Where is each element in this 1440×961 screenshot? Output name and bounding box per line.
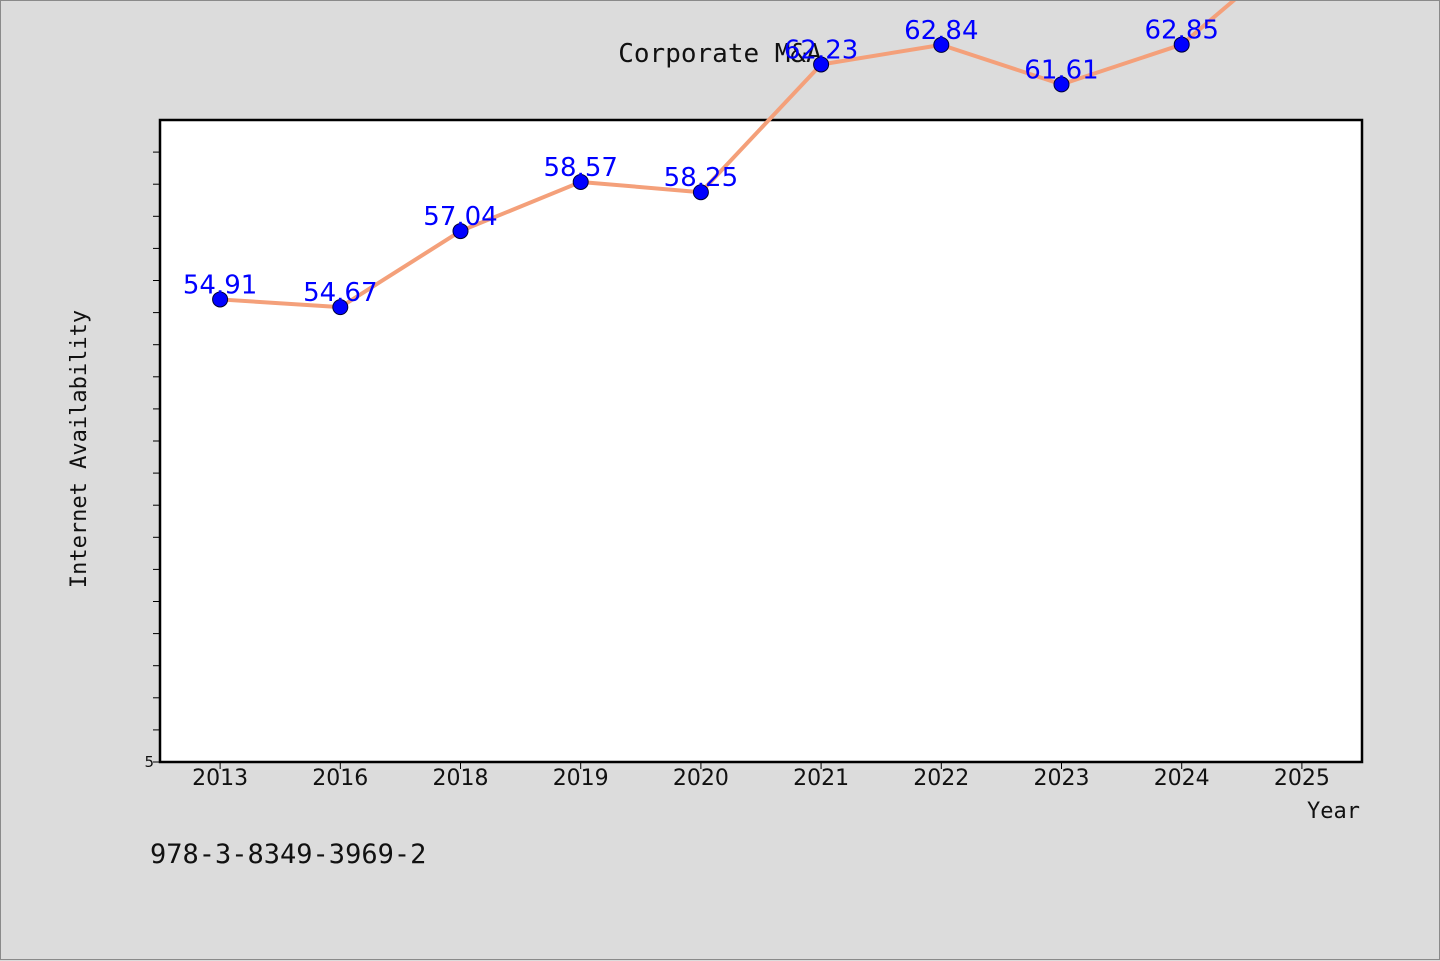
data-label: 58.57 bbox=[543, 153, 617, 183]
data-point bbox=[1053, 76, 1070, 93]
series-line bbox=[219, 1, 1237, 310]
data-point bbox=[332, 299, 349, 316]
data-label: 57.04 bbox=[423, 202, 497, 232]
data-label: 54.67 bbox=[303, 278, 377, 308]
data-point bbox=[452, 223, 469, 240]
x-tick-label: 2024 bbox=[1154, 766, 1210, 791]
x-tick-label: 2023 bbox=[1034, 766, 1090, 791]
data-label: 62.84 bbox=[904, 16, 978, 46]
data-label: 62.23 bbox=[784, 35, 858, 65]
x-tick-label: 2018 bbox=[433, 766, 489, 791]
x-tick-label: 2016 bbox=[312, 766, 368, 791]
x-tick-label: 2021 bbox=[793, 766, 849, 791]
x-tick-label: 2019 bbox=[553, 766, 609, 791]
x-tick-labels: 2013 2016 2018 2019 2020 2021 2022 2023 2024 2025 bbox=[192, 766, 1330, 791]
data-point bbox=[1173, 36, 1190, 53]
data-point bbox=[813, 56, 830, 73]
y-axis-label: Internet Availability bbox=[67, 310, 92, 588]
data-label: 58.25 bbox=[664, 163, 738, 193]
x-tick-label: 2020 bbox=[673, 766, 729, 791]
data-point bbox=[692, 184, 709, 201]
x-tick-label: 2013 bbox=[192, 766, 248, 791]
data-point bbox=[212, 291, 229, 308]
data-label: 61.61 bbox=[1024, 55, 1098, 85]
y-tick-label: 5 bbox=[144, 753, 154, 771]
footnote-isbn: 978-3-8349-3969-2 bbox=[150, 839, 426, 870]
x-tick-label: 2025 bbox=[1274, 766, 1330, 791]
data-label: 62.85 bbox=[1144, 16, 1218, 46]
y-axis-ticks bbox=[153, 151, 160, 763]
data-label: 54.91 bbox=[183, 270, 257, 300]
data-point bbox=[572, 173, 589, 190]
data-point bbox=[933, 36, 950, 53]
chart-title: Corporate M&A bbox=[618, 39, 822, 69]
x-axis-ticks bbox=[219, 762, 1303, 769]
series-layer: 54.91 54.67 57.04 58.57 58.25 62.23 62.84 61.61… bbox=[183, 1, 1237, 316]
x-axis-label: Year bbox=[1307, 799, 1360, 824]
x-tick-label: 2022 bbox=[913, 766, 969, 791]
plot-area bbox=[158, 118, 1364, 764]
